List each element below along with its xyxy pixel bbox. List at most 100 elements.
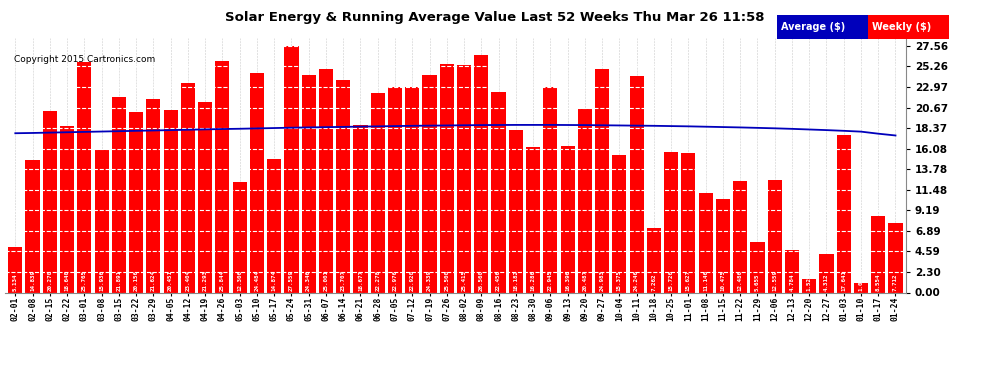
- Bar: [370, 93, 385, 292]
- Text: Weekly ($): Weekly ($): [872, 22, 932, 32]
- Text: 26.560: 26.560: [479, 270, 484, 291]
- Bar: [423, 75, 437, 292]
- Bar: [249, 74, 264, 292]
- Text: Copyright 2015 Cartronics.com: Copyright 2015 Cartronics.com: [14, 56, 155, 64]
- Bar: [112, 97, 126, 292]
- Text: 24.346: 24.346: [306, 270, 311, 291]
- Text: 12.559: 12.559: [772, 270, 777, 291]
- Text: 12.486: 12.486: [738, 270, 742, 291]
- Bar: [267, 159, 281, 292]
- Bar: [457, 65, 471, 292]
- Text: 1.529: 1.529: [807, 274, 812, 291]
- Text: 20.270: 20.270: [48, 270, 52, 291]
- Text: 22.456: 22.456: [496, 270, 501, 291]
- Bar: [888, 224, 903, 292]
- Bar: [646, 228, 661, 292]
- Bar: [319, 69, 333, 292]
- Text: 25.765: 25.765: [82, 270, 87, 291]
- Bar: [43, 111, 56, 292]
- Text: 14.839: 14.839: [30, 270, 35, 291]
- Text: 18.182: 18.182: [513, 270, 519, 291]
- Text: 21.891: 21.891: [117, 270, 122, 291]
- Text: 16.286: 16.286: [531, 270, 536, 291]
- Bar: [353, 125, 367, 292]
- Text: 10.475: 10.475: [721, 270, 726, 291]
- Bar: [388, 87, 402, 292]
- Bar: [854, 284, 868, 292]
- Text: 25.001: 25.001: [324, 270, 329, 291]
- Text: 22.920: 22.920: [410, 270, 415, 291]
- Text: 24.983: 24.983: [600, 270, 605, 291]
- Text: 25.844: 25.844: [220, 270, 225, 291]
- Bar: [664, 152, 678, 292]
- Bar: [837, 135, 850, 292]
- Bar: [612, 155, 627, 292]
- Bar: [284, 46, 299, 292]
- Bar: [578, 109, 592, 292]
- Bar: [681, 153, 695, 292]
- Text: 4.784: 4.784: [789, 274, 794, 291]
- Text: 15.375: 15.375: [617, 270, 622, 291]
- Text: 15.627: 15.627: [686, 270, 691, 291]
- Text: 5.134: 5.134: [13, 274, 18, 291]
- Bar: [474, 55, 488, 292]
- Bar: [440, 64, 453, 292]
- Text: 20.487: 20.487: [582, 270, 587, 291]
- Bar: [147, 99, 160, 292]
- Bar: [544, 87, 557, 292]
- Bar: [560, 146, 574, 292]
- Bar: [595, 69, 609, 292]
- Text: 24.246: 24.246: [635, 270, 640, 291]
- Bar: [129, 112, 144, 292]
- Text: 27.559: 27.559: [289, 270, 294, 291]
- Bar: [871, 216, 885, 292]
- Bar: [233, 182, 247, 292]
- Bar: [699, 193, 713, 292]
- Text: 11.146: 11.146: [703, 270, 708, 291]
- Text: 22.945: 22.945: [547, 270, 552, 291]
- Bar: [77, 62, 91, 292]
- Bar: [94, 150, 109, 292]
- Text: 23.404: 23.404: [185, 270, 190, 291]
- Text: 25.415: 25.415: [461, 270, 466, 291]
- Text: 16.396: 16.396: [565, 270, 570, 291]
- Text: 24.339: 24.339: [427, 270, 432, 291]
- Text: 7.712: 7.712: [893, 274, 898, 291]
- Bar: [733, 181, 747, 292]
- Text: 25.500: 25.500: [445, 270, 449, 291]
- Text: 1.006: 1.006: [858, 274, 863, 291]
- Bar: [337, 80, 350, 292]
- Text: 23.707: 23.707: [341, 270, 346, 291]
- Bar: [26, 160, 40, 292]
- Bar: [216, 61, 230, 292]
- Bar: [526, 147, 541, 292]
- Text: 21.293: 21.293: [203, 270, 208, 291]
- Text: 14.874: 14.874: [271, 270, 276, 291]
- Bar: [181, 83, 195, 292]
- Bar: [491, 92, 506, 292]
- Bar: [750, 242, 764, 292]
- Text: 15.936: 15.936: [99, 270, 104, 291]
- Text: 8.554: 8.554: [876, 274, 881, 291]
- Text: 18.640: 18.640: [64, 270, 69, 291]
- Text: 17.641: 17.641: [842, 270, 846, 291]
- Bar: [785, 250, 799, 292]
- Text: 20.451: 20.451: [168, 270, 173, 291]
- Bar: [302, 75, 316, 292]
- Bar: [198, 102, 212, 292]
- Bar: [509, 130, 523, 292]
- Text: Average ($): Average ($): [781, 22, 845, 32]
- Text: 4.312: 4.312: [824, 274, 829, 291]
- Bar: [820, 254, 834, 292]
- Bar: [60, 126, 74, 292]
- Text: 24.484: 24.484: [254, 270, 259, 291]
- Text: 20.156: 20.156: [134, 270, 139, 291]
- Text: 22.976: 22.976: [392, 270, 398, 291]
- Bar: [716, 199, 730, 292]
- Text: 15.726: 15.726: [668, 270, 673, 291]
- Text: 5.655: 5.655: [755, 274, 760, 291]
- Text: 12.306: 12.306: [238, 270, 243, 291]
- Bar: [630, 75, 644, 292]
- Text: 21.624: 21.624: [150, 270, 155, 291]
- Bar: [767, 180, 782, 292]
